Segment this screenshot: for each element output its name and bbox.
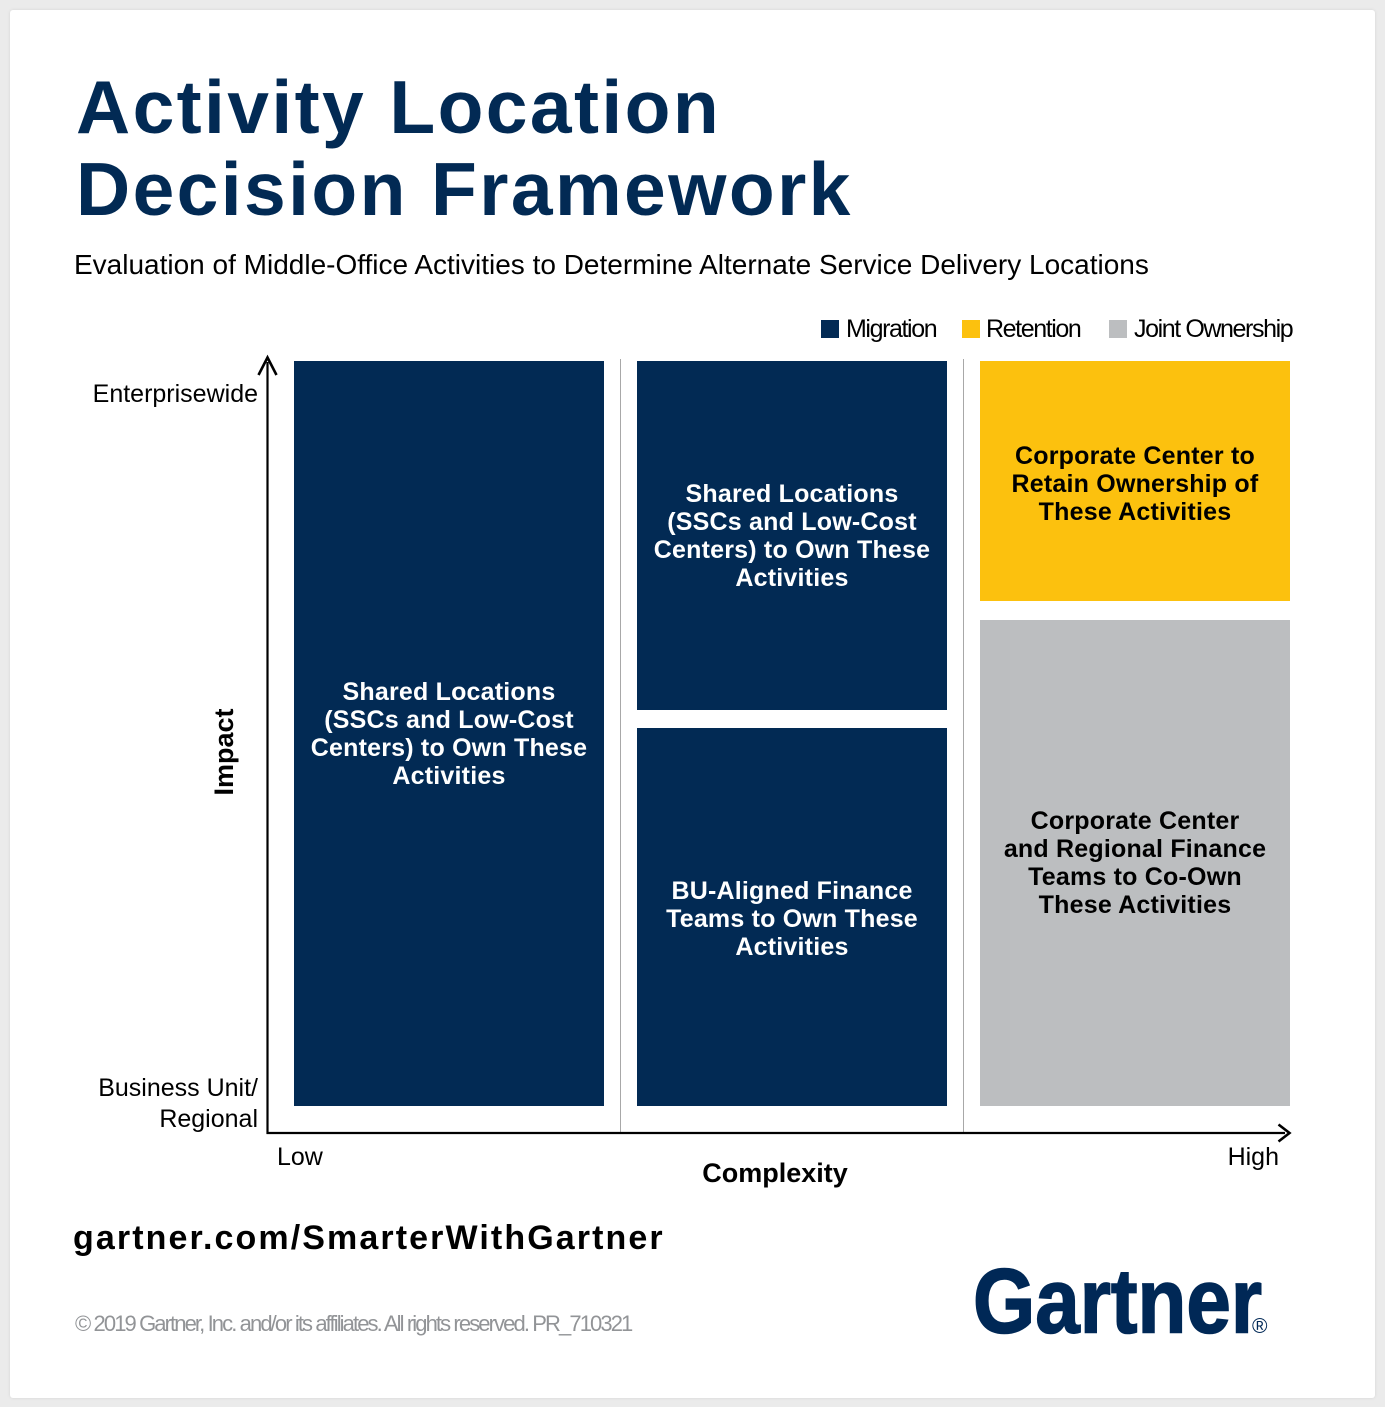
svg-text:®: ® [1252, 1315, 1268, 1338]
svg-text:Gartner: Gartner [973, 1250, 1262, 1350]
